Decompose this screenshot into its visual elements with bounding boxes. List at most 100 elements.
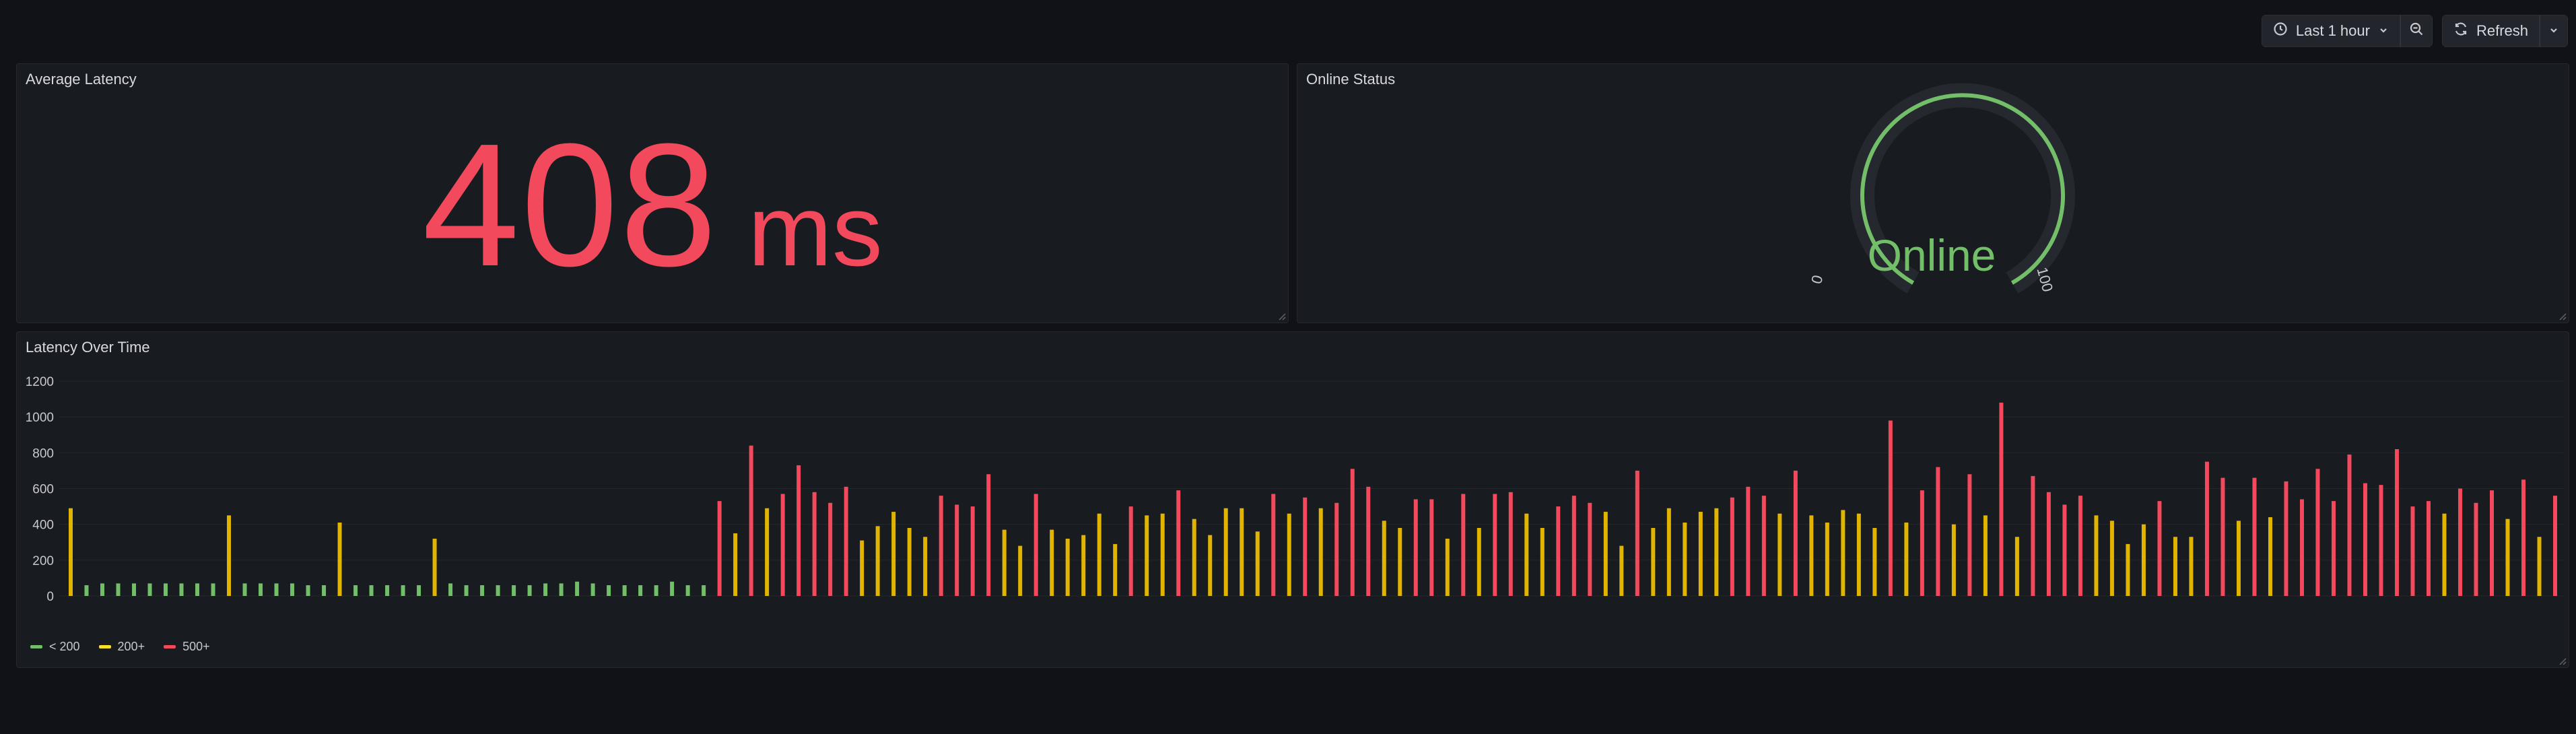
latency-bar[interactable]: [2204, 461, 2209, 596]
latency-bar[interactable]: [1208, 535, 1213, 596]
latency-bar[interactable]: [1128, 506, 1133, 596]
latency-bar[interactable]: [432, 538, 437, 596]
latency-bar[interactable]: [970, 506, 975, 596]
latency-bar[interactable]: [227, 515, 232, 596]
latency-bar[interactable]: [1841, 510, 1845, 596]
latency-bar[interactable]: [1698, 512, 1703, 596]
latency-bar[interactable]: [1223, 508, 1228, 596]
latency-bar[interactable]: [1967, 474, 1972, 596]
latency-bar[interactable]: [1603, 512, 1608, 596]
latency-bar[interactable]: [1856, 513, 1861, 596]
latency-bar[interactable]: [2031, 475, 2035, 596]
resize-handle-icon[interactable]: [2556, 310, 2567, 321]
latency-bar[interactable]: [1145, 515, 1149, 596]
online-status-panel[interactable]: Online Status Online 0 100: [1297, 63, 2569, 323]
latency-bar[interactable]: [733, 533, 738, 596]
latency-bar[interactable]: [1635, 470, 1639, 596]
latency-bar[interactable]: [1920, 490, 1924, 596]
zoom-out-button[interactable]: [2400, 15, 2433, 47]
latency-bar[interactable]: [2284, 481, 2289, 596]
average-latency-panel[interactable]: Average Latency 408 ms: [16, 63, 1289, 323]
latency-bar[interactable]: [2489, 490, 2494, 596]
latency-bar[interactable]: [401, 585, 405, 596]
latency-bar[interactable]: [69, 508, 73, 596]
latency-bar[interactable]: [2521, 479, 2526, 596]
latency-bar[interactable]: [417, 585, 421, 596]
latency-bar[interactable]: [2458, 488, 2462, 597]
latency-bar[interactable]: [1065, 538, 1070, 596]
latency-bar[interactable]: [179, 583, 184, 596]
legend-item-under-200[interactable]: < 200: [30, 640, 80, 654]
latency-bar[interactable]: [2268, 517, 2272, 596]
latency-bar[interactable]: [259, 583, 263, 596]
latency-bar[interactable]: [875, 526, 880, 596]
latency-bar[interactable]: [2363, 483, 2367, 596]
latency-bar[interactable]: [844, 486, 848, 596]
latency-bar[interactable]: [1176, 490, 1181, 596]
latency-bar[interactable]: [812, 492, 817, 596]
latency-bar[interactable]: [1571, 496, 1576, 596]
latency-bar[interactable]: [749, 445, 753, 596]
latency-bar[interactable]: [527, 585, 532, 596]
latency-bar[interactable]: [1809, 515, 1814, 596]
latency-bar[interactable]: [84, 585, 89, 596]
latency-bar[interactable]: [654, 585, 658, 596]
latency-bar[interactable]: [2126, 543, 2130, 596]
latency-bar[interactable]: [369, 585, 374, 596]
latency-bar[interactable]: [1825, 523, 1829, 596]
latency-bar[interactable]: [1445, 538, 1450, 596]
latency-bar[interactable]: [2426, 501, 2431, 596]
latency-bar[interactable]: [512, 585, 516, 596]
latency-bar[interactable]: [2537, 537, 2542, 596]
legend-item-200-plus[interactable]: 200+: [98, 640, 145, 654]
time-range-picker[interactable]: Last 1 hour: [2261, 15, 2400, 47]
latency-bar[interactable]: [1524, 513, 1529, 596]
latency-bar[interactable]: [796, 465, 801, 596]
latency-bar[interactable]: [385, 585, 390, 596]
latency-bar[interactable]: [765, 508, 770, 596]
latency-bar[interactable]: [2410, 506, 2415, 596]
latency-bar[interactable]: [2141, 524, 2146, 596]
latency-bar[interactable]: [1050, 529, 1054, 596]
latency-bar[interactable]: [2062, 504, 2067, 596]
latency-bar[interactable]: [590, 583, 595, 596]
latency-bar[interactable]: [1508, 492, 1513, 596]
latency-bar[interactable]: [1192, 519, 1196, 596]
latency-bar[interactable]: [211, 583, 215, 596]
latency-bar[interactable]: [543, 583, 548, 596]
latency-bar[interactable]: [2394, 449, 2399, 596]
latency-bar[interactable]: [147, 583, 152, 596]
latency-bar[interactable]: [1730, 497, 1734, 596]
latency-bar[interactable]: [670, 581, 675, 596]
resize-handle-icon[interactable]: [2556, 655, 2567, 665]
latency-bar[interactable]: [2094, 515, 2099, 596]
latency-bar[interactable]: [464, 585, 469, 596]
latency-bar[interactable]: [1493, 494, 1497, 596]
latency-bar[interactable]: [638, 585, 643, 596]
latency-bar[interactable]: [607, 585, 611, 596]
latency-over-time-panel[interactable]: Latency Over Time 0 200 400 600 800 1000 1200 …: [16, 331, 2569, 668]
latency-bar[interactable]: [939, 496, 943, 596]
latency-bar[interactable]: [1081, 535, 1086, 596]
latency-bar[interactable]: [306, 585, 310, 596]
latency-bar[interactable]: [891, 512, 896, 596]
latency-bar[interactable]: [2221, 477, 2225, 596]
latency-bar[interactable]: [480, 585, 485, 596]
latency-bar[interactable]: [2046, 492, 2051, 596]
latency-bar[interactable]: [955, 504, 959, 596]
latency-bar[interactable]: [702, 585, 706, 596]
latency-bar[interactable]: [2505, 519, 2510, 596]
latency-bar[interactable]: [322, 585, 327, 596]
latency-bar[interactable]: [1018, 545, 1023, 596]
refresh-button[interactable]: Refresh: [2441, 15, 2540, 47]
latency-bar[interactable]: [2331, 501, 2336, 596]
latency-bar[interactable]: [116, 583, 121, 596]
latency-bar[interactable]: [1888, 420, 1893, 596]
latency-bar[interactable]: [2236, 521, 2241, 596]
latency-bar[interactable]: [2014, 537, 2019, 596]
latency-bar[interactable]: [2315, 469, 2320, 596]
latency-bar[interactable]: [559, 583, 564, 596]
latency-bar[interactable]: [923, 537, 928, 596]
latency-bar[interactable]: [1951, 524, 1956, 596]
latency-bar[interactable]: [1097, 513, 1101, 596]
